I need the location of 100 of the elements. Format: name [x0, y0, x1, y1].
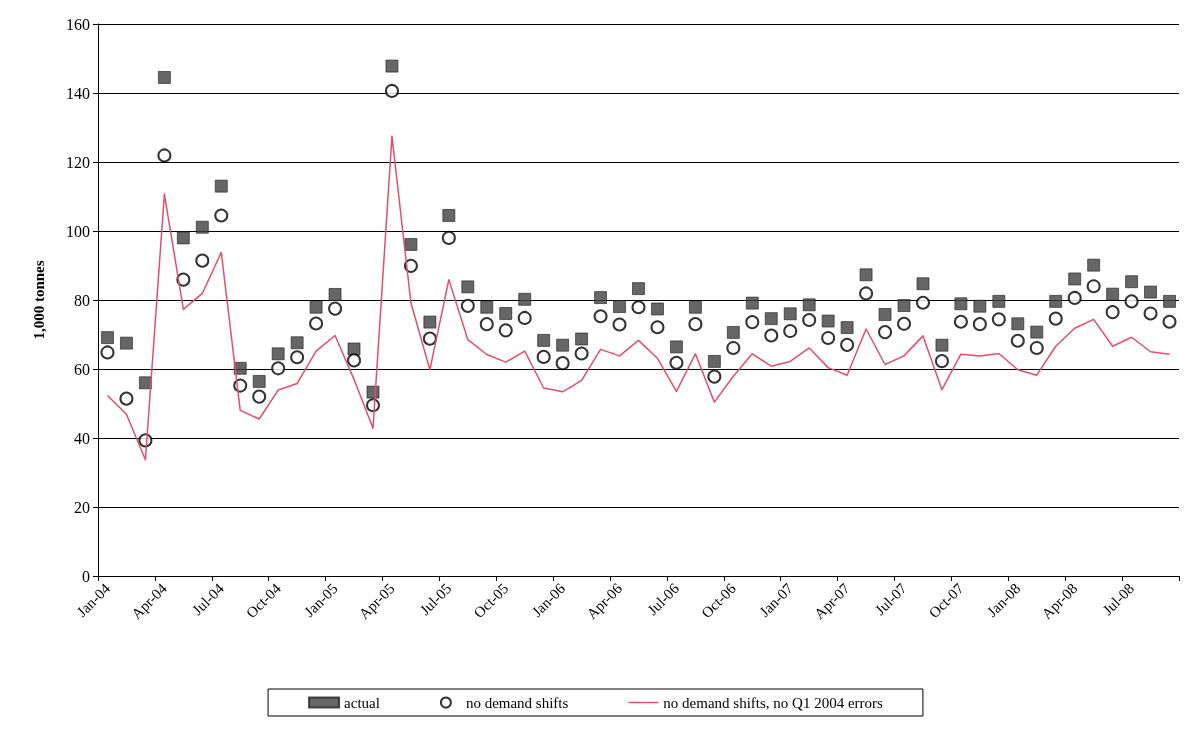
y-axis-title: 1,000 tonnes: [30, 260, 47, 340]
point: [1144, 285, 1157, 299]
point: [764, 328, 779, 343]
point: [1087, 258, 1101, 272]
point: [973, 299, 987, 313]
point: [441, 230, 456, 245]
point: [593, 309, 608, 324]
point: [1106, 287, 1120, 301]
legend-label: actual: [344, 694, 380, 711]
point: [309, 316, 324, 331]
point: [385, 59, 399, 73]
point: [954, 297, 968, 311]
y-tick-label: 100: [66, 222, 90, 240]
y-tick-label: 60: [74, 360, 90, 378]
point: [632, 282, 645, 296]
point: [328, 288, 342, 301]
point: [1105, 305, 1120, 320]
point: [859, 286, 874, 301]
y-tick-label: 120: [66, 153, 90, 171]
point: [442, 209, 456, 222]
legend-label: no demand shifts: [465, 694, 569, 711]
point: [878, 325, 893, 340]
point: [821, 314, 835, 328]
y-tick-label: 0: [82, 567, 90, 585]
point: [479, 317, 494, 332]
point: [802, 298, 816, 312]
point: [992, 294, 1006, 308]
point: [878, 308, 892, 321]
point: [726, 326, 740, 339]
point: [1030, 325, 1044, 339]
point: [859, 268, 873, 282]
point: [101, 331, 114, 345]
point: [537, 333, 551, 347]
point: [290, 350, 305, 365]
y-tick-label: 160: [66, 15, 90, 33]
point: [575, 332, 589, 346]
point: [536, 349, 551, 364]
point: [991, 312, 1006, 327]
point: [139, 376, 152, 390]
point: [594, 291, 607, 304]
point: [1011, 317, 1025, 331]
point: [157, 148, 172, 163]
point: [1162, 314, 1177, 329]
point: [157, 71, 171, 84]
point: [119, 391, 134, 406]
point: [195, 220, 209, 234]
point: [1143, 306, 1158, 321]
point: [897, 316, 912, 331]
point: [422, 331, 437, 346]
point: [309, 300, 323, 314]
point: [764, 312, 778, 326]
point: [670, 340, 683, 354]
point: [271, 361, 286, 376]
point: [1068, 272, 1082, 286]
point: [783, 324, 798, 339]
point: [498, 323, 513, 338]
point: [480, 300, 494, 314]
y-tick-label: 40: [74, 429, 90, 447]
point: [271, 347, 285, 361]
y-tick-label: 80: [74, 291, 90, 309]
point: [1163, 294, 1176, 308]
point: [707, 355, 721, 368]
point: [745, 315, 760, 330]
point: [916, 277, 930, 291]
point: [176, 231, 190, 245]
point: [100, 345, 115, 360]
point: [384, 83, 399, 98]
point: [612, 317, 627, 332]
point: [423, 315, 437, 329]
point: [726, 340, 741, 355]
point: [840, 337, 855, 352]
point: [556, 338, 570, 352]
point: [574, 346, 589, 361]
point: [1048, 311, 1063, 326]
point: [972, 317, 987, 332]
point: [631, 300, 646, 315]
point: [1125, 275, 1138, 289]
point: [347, 342, 361, 356]
point: [460, 298, 475, 313]
point: [461, 280, 475, 294]
point: [252, 375, 266, 388]
point: [252, 389, 267, 404]
point: [669, 355, 684, 370]
point: [518, 292, 532, 306]
point: [897, 299, 911, 312]
point: [688, 317, 703, 332]
point: [195, 253, 210, 268]
point: [707, 369, 722, 384]
y-tick-label: 20: [74, 498, 90, 516]
point: [555, 356, 570, 371]
point: [783, 307, 797, 321]
point: [214, 179, 228, 193]
point: [934, 354, 949, 369]
point: [1029, 340, 1044, 355]
point: [1124, 294, 1139, 309]
point: [214, 208, 229, 223]
point: [499, 307, 513, 320]
point: [688, 300, 702, 314]
y-tick-label: 140: [66, 84, 90, 102]
point: [802, 313, 817, 328]
